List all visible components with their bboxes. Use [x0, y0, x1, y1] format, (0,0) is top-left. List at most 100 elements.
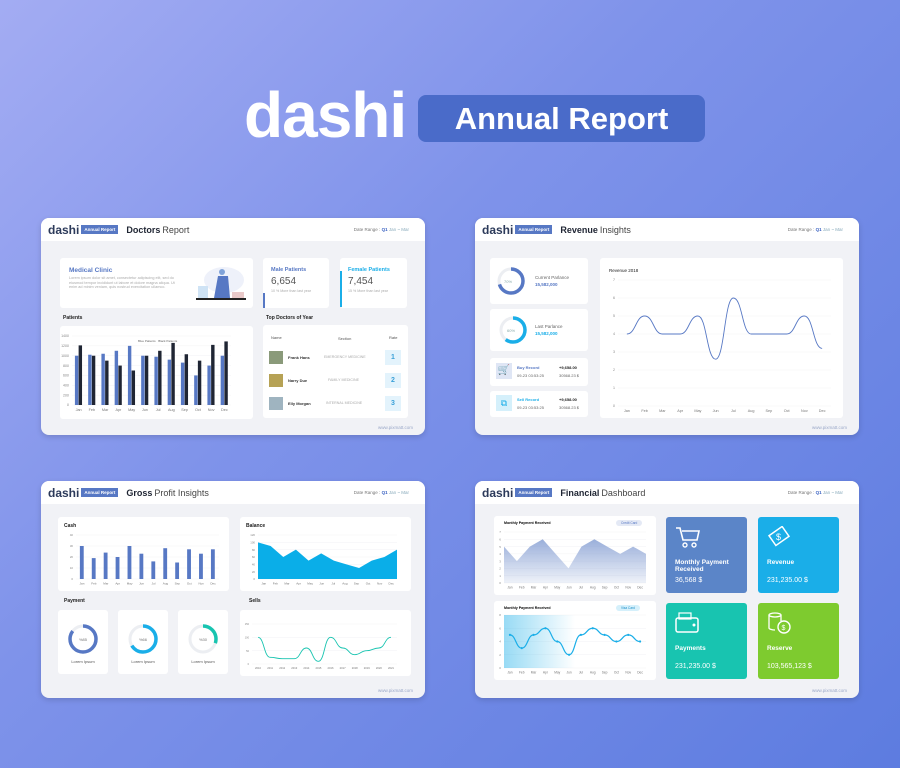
- card-badge: Annual Report: [515, 488, 553, 497]
- x-tick-label: Oct: [366, 581, 371, 585]
- x-tick-label: Dec: [637, 671, 643, 675]
- x-tick-label: Jun: [713, 409, 719, 413]
- card-title: Doctors: [126, 224, 161, 235]
- bar: [114, 350, 119, 405]
- donut-arc: [499, 316, 527, 344]
- y-tick-label: 5: [499, 545, 501, 549]
- x-tick-label: Jan: [80, 581, 85, 585]
- doctor-row[interactable]: Frank Hans EMERGENCY MEDICINE 1: [263, 349, 408, 367]
- tile-title: Payments: [675, 645, 706, 652]
- tile-value: 231,235.00 $: [675, 663, 716, 670]
- header-section: Section: [338, 336, 352, 341]
- bar: [91, 355, 96, 405]
- donut-arc: [188, 624, 218, 654]
- x-tick-label: 2018: [352, 666, 358, 670]
- female-note: 15 % More than last year: [348, 289, 388, 293]
- last-label: Last Parlance: [535, 324, 563, 329]
- bar: [74, 355, 79, 405]
- tile-monthly-payment[interactable]: Monthly Payment Received 36,568 $: [666, 517, 747, 593]
- bar: [115, 557, 120, 579]
- y-tick-label: 50: [246, 649, 249, 653]
- tile-title: Revenue: [767, 559, 795, 566]
- doctor-rate: 1: [385, 350, 401, 365]
- x-tick-label: May: [554, 586, 560, 590]
- y-tick-label: 6: [499, 537, 501, 541]
- y-tick-label: 120: [250, 533, 255, 537]
- x-tick-label: 2017: [340, 666, 346, 670]
- male-note: 10 % More than last year: [271, 289, 311, 293]
- x-tick-label: Nov: [801, 409, 808, 413]
- x-tick-label: Jul: [156, 408, 161, 412]
- bar: [187, 549, 191, 579]
- x-tick-label: Apr: [296, 581, 301, 585]
- tile-value: 231,235.00 $: [767, 577, 808, 584]
- patients-bar-chart: 0 200 400 600 800 1000 1200 1400 Jan Feb Mar Apr May…: [61, 334, 231, 412]
- chart2-legend: Visa Card: [616, 605, 640, 611]
- area-series: [258, 542, 397, 579]
- data-point: [615, 640, 618, 643]
- current-pct: 70%: [504, 279, 513, 284]
- tile-payments[interactable]: Payments 231,235.00 $: [666, 603, 747, 679]
- y-tick-label: 5: [613, 314, 615, 318]
- cart-icon: 🛒: [496, 363, 512, 379]
- y-tick-label: 2: [499, 653, 501, 657]
- y-tick-label: 10: [70, 566, 74, 570]
- last-pct: 60%: [507, 328, 516, 333]
- card-title: Gross: [126, 487, 153, 498]
- patients-chart-box: Blue Patients Black Patients 0 200 400 600 8…: [60, 326, 253, 419]
- x-tick-label: 2019: [364, 666, 370, 670]
- x-tick-label: Mar: [103, 581, 108, 585]
- cash-bar-chart: 0 10 20 30 40 Jan Feb Mar Apr May Jun Jul Aug Sep Oct N…: [70, 533, 219, 585]
- balance-box: Balance 0 20 40 60 80 100 120 Jan Feb Mar Apr May Ju…: [240, 517, 411, 591]
- payment-box: %30 Lorem Ipsum: [178, 610, 228, 674]
- x-tick-label: Aug: [590, 671, 596, 675]
- current-value: 15,582,000: [535, 282, 558, 287]
- x-tick-label: Nov: [625, 586, 631, 590]
- current-donut: [497, 267, 525, 295]
- y-tick-label: 1400: [61, 334, 69, 338]
- donut-arc: [128, 624, 158, 654]
- data-point: [532, 633, 535, 636]
- x-tick-label: 2014: [303, 666, 309, 670]
- wallet-icon: [675, 612, 699, 633]
- y-tick-label: 4: [613, 332, 615, 336]
- female-patients-box: Female Patients 7,454 15 % More than las…: [340, 258, 407, 308]
- tile-revenue[interactable]: $ Revenue 231,235.00 $: [758, 517, 839, 593]
- x-tick-label: Sep: [175, 581, 181, 585]
- footer-link[interactable]: www.pixmatt.com: [811, 425, 847, 430]
- x-tick-label: Aug: [748, 409, 755, 413]
- bar: [79, 546, 84, 579]
- x-tick-label: Feb: [641, 409, 648, 413]
- card-logo: dashi: [482, 485, 514, 500]
- card-subtitle: Report: [162, 224, 190, 235]
- x-tick-label: 2011: [267, 666, 273, 670]
- y-tick-label: 1: [613, 386, 615, 390]
- x-tick-label: Sep: [181, 408, 188, 412]
- male-title: Male Patients: [271, 267, 307, 273]
- doctor-row[interactable]: Narry Due FAMILY MEDICINE 2: [263, 372, 408, 390]
- doctor-row[interactable]: Elly Morgan INTERNAL MEDICINE 3: [263, 395, 408, 413]
- bar: [180, 362, 185, 405]
- male-value: 6,654: [271, 276, 297, 287]
- x-tick-label: 2013: [291, 666, 297, 670]
- footer-link[interactable]: www.pixmatt.com: [377, 425, 413, 430]
- payment-caption: Lorem Ipsum: [191, 659, 215, 664]
- footer-link[interactable]: www.pixmatt.com: [377, 688, 413, 693]
- footer-link[interactable]: www.pixmatt.com: [811, 688, 847, 693]
- x-tick-label: Jan: [507, 671, 512, 675]
- card-header: dashi Annual Report Financial Dashboard …: [475, 481, 859, 504]
- x-tick-label: Nov: [198, 581, 204, 585]
- bar: [78, 345, 83, 405]
- doctor-section: INTERNAL MEDICINE: [326, 401, 363, 405]
- tile-reserve[interactable]: $ Reserve 103,565,123 $: [758, 603, 839, 679]
- card-logo: dashi: [482, 222, 514, 237]
- x-tick-label: Mar: [531, 671, 537, 675]
- financial-dashboard-card: dashi Annual Report Financial Dashboard …: [475, 481, 859, 698]
- y-tick-label: 6: [499, 626, 501, 630]
- x-tick-label: Feb: [519, 586, 525, 590]
- top-doctors-label: Top Doctors of Year: [266, 315, 314, 321]
- bar: [91, 558, 96, 579]
- x-tick-label: Sep: [354, 581, 360, 585]
- y-tick-label: 6: [613, 296, 615, 300]
- y-tick-label: 80: [252, 548, 256, 552]
